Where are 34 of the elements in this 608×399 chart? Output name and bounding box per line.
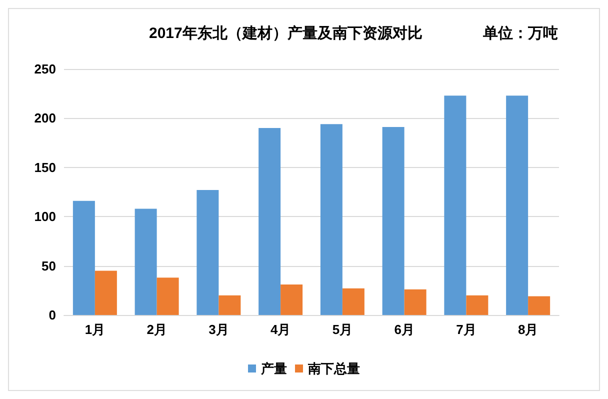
y-tick-label: 50 [42,258,56,274]
legend-label: 产量 [260,361,287,376]
bar [258,128,281,315]
x-tick-label: 1月 [84,322,106,337]
chart-subtitle: 单位：万吨 [482,25,558,42]
bar [280,284,303,315]
bar [444,96,466,315]
x-tick-label: 4月 [270,322,291,337]
chart-title: 2017年东北（建材）产量及南下资源对比 [149,24,422,42]
y-tick-label: 150 [34,160,56,175]
y-tick-label: 0 [48,308,56,322]
x-tick-label: 8月 [518,322,538,337]
bar [404,289,426,315]
x-tick-label: 7月 [456,322,476,337]
bar [94,270,117,315]
bar [528,296,550,315]
bar [196,190,219,315]
bar [382,127,404,315]
legend-label: 南下总量 [307,361,360,376]
bar [218,295,241,315]
y-tick-label: 200 [34,110,56,126]
bar [134,208,157,315]
bar [320,124,342,315]
x-tick-label: 6月 [394,322,414,337]
x-tick-label: 5月 [332,322,353,337]
x-tick-label: 2月 [146,322,167,337]
bar [342,288,364,315]
y-tick-label: 250 [34,62,56,76]
bar [506,96,528,315]
bar [72,200,95,315]
bar [466,295,488,315]
y-tick-label: 100 [34,209,56,224]
bar [156,278,179,315]
x-tick-label: 3月 [208,322,229,337]
